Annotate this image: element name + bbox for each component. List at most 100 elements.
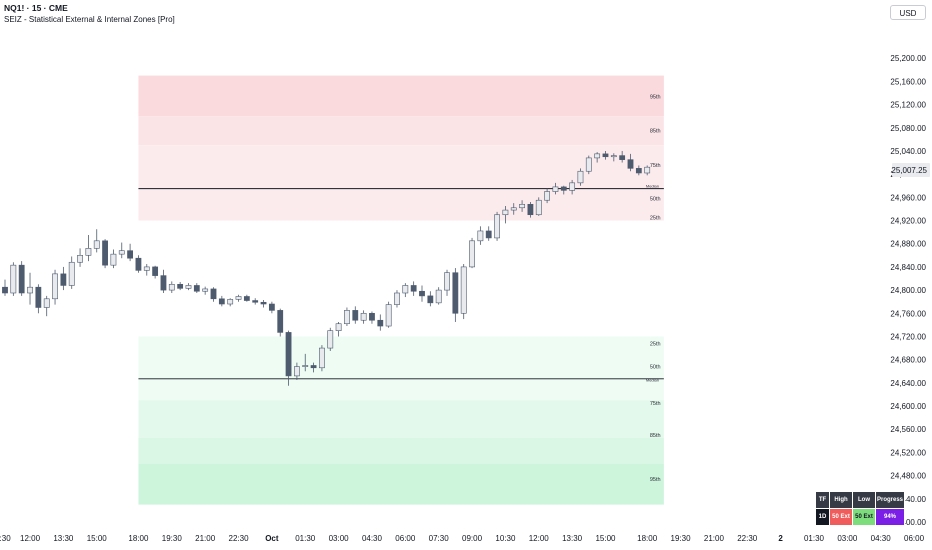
- candle: [193, 283, 200, 293]
- y-tick-label: 25,200.00: [890, 54, 926, 63]
- zone-label: 50th: [650, 365, 661, 371]
- symbol-title[interactable]: NQ1! · 15 · CME: [4, 3, 68, 13]
- candle: [27, 272, 33, 305]
- x-tick-label: 19:30: [671, 534, 692, 543]
- candle-body: [460, 266, 467, 314]
- candle-body: [210, 288, 217, 300]
- candle: [502, 206, 509, 224]
- candle: [610, 153, 617, 162]
- candle-body: [2, 286, 8, 294]
- x-tick-label: 15:00: [87, 534, 108, 543]
- candle-body: [243, 296, 250, 301]
- candle-body: [377, 319, 384, 327]
- last-price-label: 25,007.25: [891, 166, 927, 175]
- candle: [127, 243, 133, 262]
- candle-body: [310, 365, 317, 369]
- y-tick-label: 24,400.00: [890, 518, 926, 527]
- candle-body: [302, 365, 309, 367]
- table-header-tf: TF: [815, 491, 830, 509]
- x-tick-label: 01:30: [804, 534, 825, 543]
- table-header-high: High: [829, 491, 853, 509]
- candle: [335, 321, 342, 337]
- table-header-row: TF High Low Progress: [815, 491, 905, 509]
- candle: [452, 268, 459, 322]
- candle-body: [193, 285, 200, 292]
- candle: [352, 306, 359, 324]
- candle-body: [85, 248, 92, 256]
- x-tick-label: 09:00: [462, 534, 483, 543]
- candle: [260, 299, 267, 308]
- candle-body: [235, 296, 242, 300]
- table-header-low: Low: [852, 491, 876, 509]
- candle: [627, 153, 634, 172]
- candle: [494, 211, 500, 241]
- candle: [319, 345, 325, 372]
- candle: [285, 330, 292, 386]
- candle-body: [569, 182, 576, 191]
- candle: [43, 295, 50, 317]
- candle: [377, 314, 384, 331]
- candle-body: [544, 191, 550, 201]
- x-tick-label: 01:30: [295, 534, 316, 543]
- candle: [277, 308, 284, 337]
- candle-body: [52, 273, 58, 300]
- candle: [402, 283, 409, 298]
- candle: [427, 291, 434, 307]
- candle: [519, 200, 525, 212]
- candle-body: [93, 240, 100, 249]
- candle-body: [360, 312, 367, 321]
- candle-body: [185, 285, 192, 289]
- candle-body: [560, 186, 567, 191]
- candle-body: [127, 250, 133, 259]
- candle: [485, 226, 492, 241]
- table-header-progress: Progress: [875, 491, 905, 509]
- zone-band: [138, 116, 664, 146]
- zone-label: 75th: [650, 163, 661, 169]
- x-tick-label: 03:00: [837, 534, 858, 543]
- candle-body: [610, 155, 617, 158]
- candle-body: [10, 264, 17, 294]
- candle-body: [644, 166, 651, 174]
- candle-body: [118, 250, 125, 255]
- candle: [243, 294, 250, 302]
- candle: [185, 283, 192, 291]
- candle: [177, 281, 184, 291]
- candle-body: [510, 207, 517, 211]
- table-cell-high: 50 Ext: [829, 508, 853, 526]
- candle-body: [110, 253, 117, 266]
- candle-body: [68, 261, 75, 286]
- y-tick-label: 24,560.00: [890, 425, 926, 434]
- candle-body: [469, 240, 475, 268]
- x-tick-label: 21:00: [195, 534, 216, 543]
- candle: [460, 264, 467, 320]
- candle-body: [619, 155, 626, 160]
- y-tick-label: 25,160.00: [890, 77, 926, 86]
- candle-body: [260, 301, 267, 305]
- candle-body: [143, 266, 150, 271]
- candle-body: [535, 199, 542, 216]
- candle-body: [452, 272, 459, 314]
- candle-body: [268, 303, 275, 311]
- zone-band: [138, 400, 664, 438]
- candle: [218, 295, 225, 307]
- candle-body: [485, 230, 492, 239]
- candle: [143, 264, 150, 276]
- candle: [268, 301, 275, 314]
- candle: [302, 353, 309, 372]
- y-tick-label: 24,800.00: [890, 286, 926, 295]
- y-tick-label: 24,840.00: [890, 263, 926, 272]
- candle-body: [494, 214, 500, 239]
- currency-button[interactable]: USD: [890, 5, 926, 20]
- indicator-title[interactable]: SEIZ - Statistical External & Internal Z…: [4, 15, 175, 24]
- candle: [552, 182, 559, 195]
- zones-layer: [138, 75, 664, 505]
- x-tick-label: Oct: [265, 534, 279, 543]
- candle-body: [135, 257, 142, 271]
- candle: [18, 261, 25, 296]
- candle-body: [285, 332, 292, 377]
- candle-body: [319, 347, 325, 369]
- candle: [410, 281, 417, 296]
- candle: [110, 249, 117, 269]
- y-tick-label: 25,040.00: [890, 147, 926, 156]
